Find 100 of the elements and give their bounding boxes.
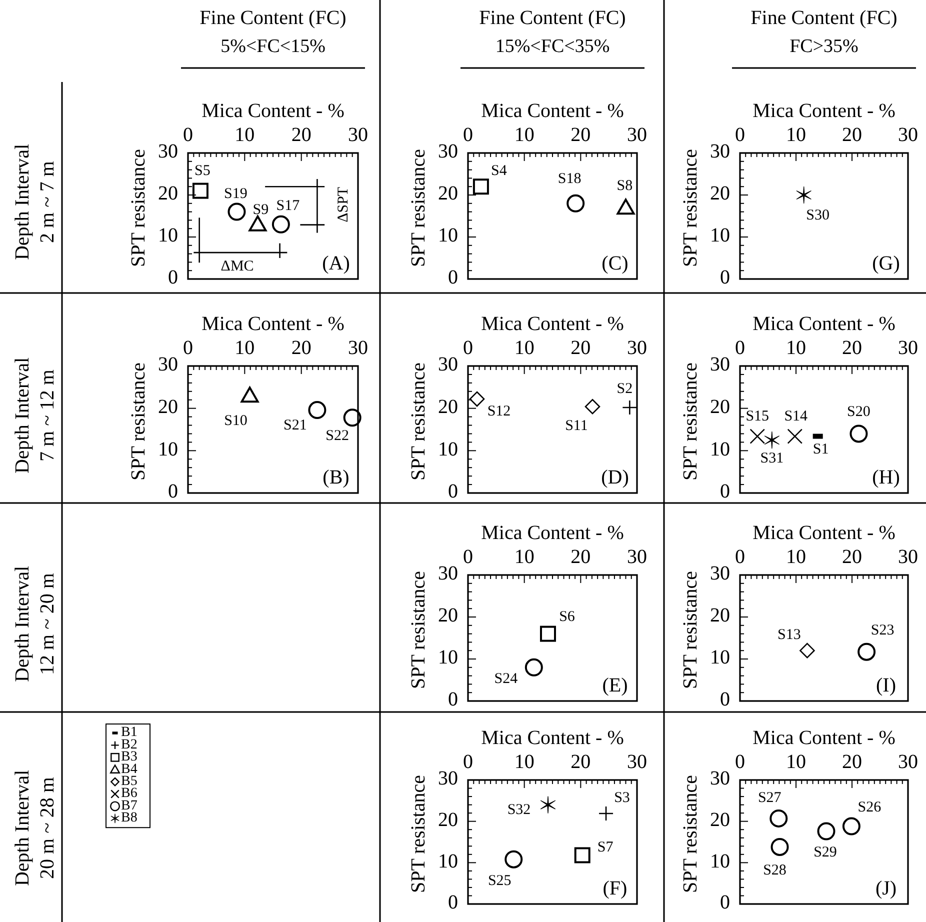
- data-label: S15: [746, 408, 770, 425]
- point: [850, 424, 868, 443]
- chart-subtitle: FC>35%: [790, 36, 859, 57]
- data-label: S22: [326, 428, 350, 444]
- chart-title: Fine Content (FC): [200, 7, 346, 29]
- y-axis-title: SPT resistance: [680, 570, 702, 689]
- point: [272, 215, 290, 234]
- y-tick-label: 0: [448, 688, 458, 711]
- point: [540, 796, 556, 814]
- data-label: S14: [784, 408, 808, 425]
- x-tick-label: 0: [463, 546, 473, 568]
- x-tick-label: 20: [570, 751, 591, 773]
- x-tick-label: 20: [842, 124, 862, 146]
- chart-title: Fine Content (FC): [479, 7, 626, 29]
- x-tick-label: 30: [627, 546, 647, 568]
- y-tick-label: 20: [710, 396, 730, 418]
- y-tick-label: 30: [710, 562, 730, 585]
- x-tick-label: 0: [463, 337, 473, 359]
- x-tick-label: 20: [291, 124, 312, 146]
- annotation: (E): [602, 674, 628, 697]
- text: Depth Interval: [12, 566, 34, 682]
- point: [842, 817, 860, 836]
- annotation: (D): [601, 466, 629, 489]
- x-tick-label: 0: [735, 751, 745, 773]
- annotation: ΔSPT: [335, 186, 352, 222]
- x-tick-label: 10: [514, 546, 534, 568]
- point: [817, 822, 836, 840]
- x-tick-label: 0: [183, 124, 193, 146]
- y-axis-title: SPT resistance: [128, 148, 150, 267]
- y-tick-label: 10: [438, 438, 458, 460]
- data-label: S19: [224, 186, 248, 202]
- data-label: S26: [858, 800, 882, 816]
- y-tick-label: 10: [438, 850, 458, 872]
- x-axis-title: Mica Content - %: [202, 313, 344, 335]
- y-tick-label: 0: [168, 266, 178, 289]
- data-label: S32: [507, 802, 531, 818]
- data-label: S9: [252, 202, 269, 218]
- point: [574, 847, 590, 864]
- point: [770, 838, 789, 856]
- x-tick-label: 30: [348, 337, 368, 359]
- point: [764, 431, 780, 449]
- data-label: S23: [870, 622, 894, 638]
- data-label: S5: [194, 163, 210, 180]
- text: Depth Interval: [12, 144, 34, 260]
- x-tick-label: 10: [514, 124, 534, 146]
- y-tick-label: 10: [438, 224, 458, 247]
- y-tick-label: 30: [158, 354, 178, 376]
- data-label: S25: [488, 872, 512, 889]
- data-label: S6: [559, 609, 576, 626]
- x-tick-label: 30: [627, 124, 647, 146]
- data-label: S28: [763, 862, 786, 878]
- x-tick-label: 20: [570, 337, 591, 359]
- y-tick-label: 10: [710, 850, 730, 872]
- y-tick-label: 20: [158, 396, 178, 418]
- x-axis-title: Mica Content - %: [481, 313, 624, 335]
- y-axis-title: SPT resistance: [680, 362, 702, 480]
- y-tick-label: 30: [438, 140, 458, 163]
- y-tick-label: 20: [438, 604, 458, 627]
- data-label: S30: [806, 207, 830, 224]
- data-label: S2: [616, 380, 633, 397]
- y-tick-label: 10: [158, 224, 178, 247]
- point: [770, 809, 788, 828]
- y-axis-title: SPT resistance: [680, 148, 702, 267]
- annotation: (B): [322, 466, 350, 489]
- point: [192, 182, 208, 199]
- x-tick-label: 20: [570, 124, 591, 146]
- y-tick-label: 30: [438, 354, 458, 376]
- y-tick-label: 10: [710, 224, 730, 247]
- x-tick-label: 20: [842, 751, 862, 773]
- point: [228, 202, 246, 221]
- data-label: S10: [224, 413, 248, 430]
- data-label: S29: [814, 844, 837, 861]
- data-label: S8: [616, 178, 633, 194]
- data-label: S12: [487, 403, 511, 420]
- data-label: S7: [597, 840, 614, 856]
- chart-title: Fine Content (FC): [750, 7, 898, 29]
- x-axis-title: Mica Content - %: [752, 727, 896, 749]
- y-tick-label: 0: [720, 266, 730, 289]
- y-tick-label: 0: [448, 480, 458, 503]
- x-tick-label: 30: [898, 546, 918, 568]
- point: [566, 194, 585, 212]
- y-tick-label: 30: [710, 140, 730, 163]
- x-tick-label: 10: [786, 546, 806, 568]
- y-axis-title: SPT resistance: [408, 774, 430, 893]
- data-label: S31: [760, 450, 784, 467]
- x-axis-title: Mica Content - %: [752, 100, 896, 122]
- y-tick-label: 10: [710, 646, 730, 669]
- x-tick-label: 20: [842, 546, 862, 568]
- y-axis-title: SPT resistance: [680, 774, 702, 893]
- y-tick-label: 10: [438, 646, 458, 669]
- data-label: S27: [758, 790, 782, 806]
- x-tick-label: 10: [514, 337, 534, 359]
- data-label: S11: [565, 418, 588, 434]
- x-tick-label: 0: [735, 337, 745, 359]
- x-tick-label: 10: [786, 337, 806, 359]
- y-tick-label: 20: [158, 182, 178, 205]
- text: 2 m ~ 7 m: [36, 160, 59, 243]
- annotation: (G): [872, 252, 900, 275]
- x-tick-label: 10: [234, 337, 255, 359]
- point: [504, 850, 523, 868]
